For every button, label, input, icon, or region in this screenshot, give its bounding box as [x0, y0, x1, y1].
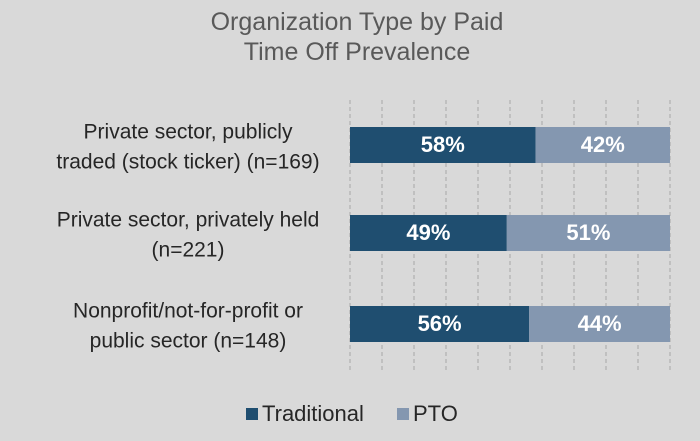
category-labels: Private sector, publicly traded (stock ti… — [56, 121, 319, 353]
legend-label-pto: PTO — [413, 401, 458, 426]
bar-pto — [535, 127, 670, 163]
legend: Traditional PTO — [246, 401, 458, 426]
legend-swatch-pto — [397, 408, 409, 420]
category-label: traded (stock ticker) (n=169) — [56, 151, 319, 174]
category-label: (n=221) — [152, 239, 225, 262]
chart-title-line-2: Time Off Prevalence — [244, 38, 470, 66]
data-label: 42% — [581, 132, 625, 157]
legend-label-traditional: Traditional — [262, 401, 364, 426]
bar-traditional — [350, 127, 536, 163]
data-label: 44% — [578, 311, 622, 336]
legend-swatch-traditional — [246, 408, 258, 420]
data-label: 56% — [418, 311, 462, 336]
category-label: Private sector, publicly — [84, 121, 293, 144]
bar-traditional — [350, 215, 507, 251]
data-label: 49% — [406, 220, 450, 245]
bars: 58% 42% 49% 51% 56% 44% — [350, 127, 670, 342]
bar-pto — [506, 215, 670, 251]
data-label: 58% — [421, 132, 465, 157]
chart-title-line-1: Organization Type by Paid — [211, 8, 504, 36]
category-label: Nonprofit/not-for-profit or — [73, 300, 303, 323]
category-label: Private sector, privately held — [57, 209, 320, 232]
bar-pto — [529, 306, 670, 342]
data-label: 51% — [566, 220, 610, 245]
bar-traditional — [350, 306, 530, 342]
category-label: public sector (n=148) — [90, 330, 287, 353]
